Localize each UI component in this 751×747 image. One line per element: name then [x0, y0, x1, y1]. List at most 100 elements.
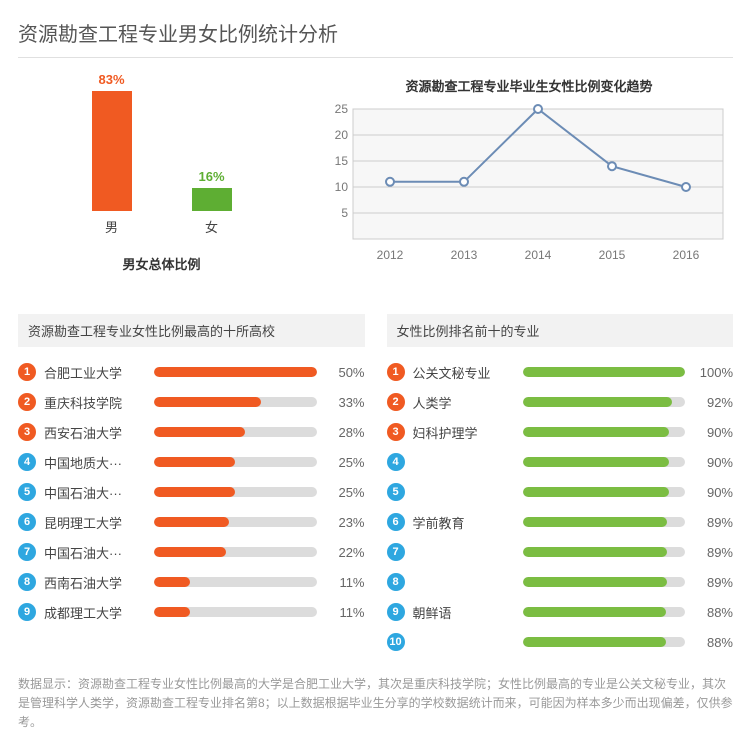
bar-category-label: 男 — [105, 217, 118, 236]
item-name: 公关文秘专业 — [413, 363, 513, 382]
item-name: 合肥工业大学 — [44, 363, 144, 382]
left-list-item: 1合肥工业大学50% — [18, 357, 365, 387]
progress-track — [154, 397, 317, 407]
bar-女: 16%女 — [182, 169, 242, 236]
item-name: 重庆科技学院 — [44, 393, 144, 412]
footnote-text: 数据显示：资源勘查工程专业女性比例最高的大学是合肥工业大学，其次是重庆科技学院；… — [18, 675, 733, 733]
item-value: 89% — [695, 575, 733, 590]
progress-track — [523, 487, 686, 497]
page-container: 资源勘查工程专业男女比例统计分析 83%男16%女 男女总体比例 资源勘查工程专… — [0, 0, 751, 747]
item-name: 妇科护理学 — [413, 423, 513, 442]
rank-badge: 2 — [18, 393, 36, 411]
svg-text:20: 20 — [335, 128, 349, 142]
item-value: 90% — [695, 485, 733, 500]
left-list-item: 3西安石油大学28% — [18, 417, 365, 447]
progress-track — [154, 367, 317, 377]
item-value: 89% — [695, 515, 733, 530]
svg-text:2014: 2014 — [525, 248, 552, 262]
rank-badge: 3 — [387, 423, 405, 441]
left-list-item: 2 重庆科技学院 33% — [18, 387, 365, 417]
rank-badge: 10 — [387, 633, 405, 651]
left-list-item: 9成都理工大学11% — [18, 597, 365, 627]
left-list-item: 6昆明理工大学23% — [18, 507, 365, 537]
line-chart-svg: 51015202520122013201420152016 — [325, 103, 733, 269]
progress-fill — [523, 367, 686, 377]
page-title: 资源勘查工程专业男女比例统计分析 — [18, 10, 733, 58]
line-chart-title: 资源勘查工程专业毕业生女性比例变化趋势 — [325, 76, 733, 95]
rank-badge: 9 — [18, 603, 36, 621]
item-value: 89% — [695, 545, 733, 560]
progress-fill — [523, 397, 673, 407]
right-list-item: 7 89% — [387, 537, 734, 567]
rank-badge: 7 — [387, 543, 405, 561]
progress-track — [523, 367, 686, 377]
item-value: 88% — [695, 605, 733, 620]
item-name: 成都理工大学 — [44, 603, 144, 622]
lists-row: 资源勘查工程专业女性比例最高的十所高校 1 合肥工业大学 50% 2 重庆科技学院 33%… — [18, 314, 733, 657]
item-name: 中国地质大··· — [44, 453, 144, 472]
right-list-item: 490% — [387, 447, 734, 477]
progress-track — [154, 487, 317, 497]
rank-badge: 9 — [387, 603, 405, 621]
right-list-item: 9 朝鲜语 88% — [387, 597, 734, 627]
item-name: 中国石油大··· — [44, 483, 144, 502]
rank-badge: 3 — [18, 423, 36, 441]
bar-男: 83% 男 — [82, 72, 142, 236]
bar-rect — [192, 188, 232, 211]
right-list-item: 1088% — [387, 627, 734, 657]
bar-value-label: 83% — [98, 72, 124, 87]
item-name: 朝鲜语 — [413, 603, 513, 622]
svg-text:25: 25 — [335, 103, 349, 116]
bar-value-label: 16% — [198, 169, 224, 184]
rank-badge: 6 — [18, 513, 36, 531]
item-name: 西安石油大学 — [44, 423, 144, 442]
right-list-item: 3 妇科护理学 90% — [387, 417, 734, 447]
right-list-item: 5 90% — [387, 477, 734, 507]
top-row: 83%男16%女 男女总体比例 资源勘查工程专业毕业生女性比例变化趋势 5101… — [18, 76, 733, 296]
progress-fill — [154, 577, 190, 587]
item-value: 22% — [327, 545, 365, 560]
left-list: 资源勘查工程专业女性比例最高的十所高校 1合肥工业大学50%2重庆科技学院33%… — [18, 314, 365, 657]
progress-fill — [523, 427, 669, 437]
item-value: 92% — [695, 395, 733, 410]
rank-badge: 7 — [18, 543, 36, 561]
progress-fill — [154, 517, 229, 527]
progress-track — [523, 457, 686, 467]
progress-track — [523, 517, 686, 527]
left-list-item: 4中国地质大···25% — [18, 447, 365, 477]
right-list: 女性比例排名前十的专业 1公关文秘专业100%2人类学92%3妇科护理学90%4… — [387, 314, 734, 657]
item-name: 中国石油大··· — [44, 543, 144, 562]
left-list-header: 资源勘查工程专业女性比例最高的十所高校 — [18, 314, 365, 347]
item-value: 23% — [327, 515, 365, 530]
trend-line-chart: 资源勘查工程专业毕业生女性比例变化趋势 51015202520122013201… — [325, 76, 733, 296]
progress-fill — [523, 487, 669, 497]
progress-fill — [523, 607, 666, 617]
progress-track — [154, 577, 317, 587]
rank-badge: 6 — [387, 513, 405, 531]
rank-badge: 8 — [18, 573, 36, 591]
right-list-item: 2人类学92% — [387, 387, 734, 417]
svg-text:5: 5 — [341, 206, 348, 220]
progress-fill — [154, 367, 317, 377]
svg-text:2016: 2016 — [673, 248, 700, 262]
item-name: 学前教育 — [413, 513, 513, 532]
progress-fill — [154, 607, 190, 617]
left-list-item: 7 中国石油大··· 22% — [18, 537, 365, 567]
rank-badge: 5 — [387, 483, 405, 501]
bar-rect — [92, 91, 132, 211]
item-value: 50% — [327, 365, 365, 380]
rank-badge: 1 — [387, 363, 405, 381]
progress-track — [523, 427, 686, 437]
item-value: 33% — [327, 395, 365, 410]
right-list-header: 女性比例排名前十的专业 — [387, 314, 734, 347]
progress-fill — [154, 397, 261, 407]
progress-fill — [523, 547, 668, 557]
right-list-item: 8 89% — [387, 567, 734, 597]
item-value: 90% — [695, 425, 733, 440]
rank-badge: 8 — [387, 573, 405, 591]
svg-text:10: 10 — [335, 180, 349, 194]
progress-track — [154, 517, 317, 527]
rank-badge: 4 — [18, 453, 36, 471]
right-list-item: 6 学前教育 89% — [387, 507, 734, 537]
progress-fill — [523, 517, 668, 527]
